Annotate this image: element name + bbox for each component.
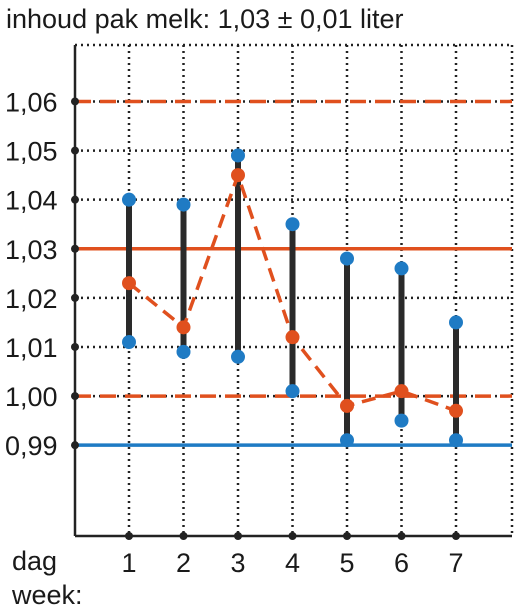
x-tick-mark [343, 532, 351, 540]
x-tick-label: 2 [176, 548, 191, 578]
x-tick-label: 1 [121, 548, 136, 578]
x-tick-mark [452, 532, 460, 540]
y-tick-label: 1,06 [5, 87, 58, 117]
y-tick-mark [71, 97, 79, 106]
x-tick-mark [288, 532, 297, 540]
y-tick-label: 1,03 [5, 235, 58, 265]
mean-point [394, 384, 409, 399]
x-axis-label-dag: dag [12, 546, 57, 576]
x-tick-label: 3 [230, 548, 245, 578]
min-point [176, 344, 191, 359]
min-point [122, 335, 136, 350]
x-tick-mark [234, 532, 242, 540]
min-point [394, 413, 409, 428]
y-tick-mark [71, 342, 79, 351]
min-point [231, 349, 245, 364]
x-tick-label: 5 [339, 548, 354, 578]
max-point [122, 192, 136, 207]
y-tick-mark [71, 244, 79, 253]
y-tick-mark [71, 441, 79, 450]
x-tick-mark [397, 532, 406, 540]
y-tick-mark [71, 392, 79, 401]
x-axis-label-week: week: [11, 580, 83, 610]
x-tick-label: 4 [285, 548, 300, 578]
mean-point [285, 330, 300, 345]
y-tick-label: 1,05 [5, 137, 58, 167]
x-tick-mark [179, 532, 188, 540]
max-point [176, 197, 191, 212]
y-tick-label: 1,00 [5, 382, 58, 412]
plot-area: 0,99 1,00 1,01 1,02 1,03 1,04 1,05 1,06 1 2 3 4 5 6 7 [5, 43, 514, 578]
y-tick-label: 1,04 [5, 186, 58, 216]
max-point [340, 251, 354, 266]
max-point [231, 148, 245, 163]
x-tick-label: 7 [448, 548, 463, 578]
max-point [285, 217, 300, 232]
y-tick-mark [71, 293, 79, 302]
min-point [285, 384, 300, 399]
mean-point [122, 276, 136, 291]
max-point [394, 261, 409, 276]
max-point [449, 315, 463, 330]
mean-point [449, 403, 463, 418]
y-tick-label: 0,99 [5, 431, 58, 461]
y-tick-mark [71, 195, 79, 204]
y-tick-label: 1,02 [5, 284, 58, 314]
y-tick-label: 1,01 [5, 333, 58, 363]
x-tick-label: 6 [394, 548, 409, 578]
x-tick-mark [125, 532, 133, 540]
y-tick-mark [71, 146, 79, 155]
mean-point [340, 398, 354, 413]
min-point [449, 433, 463, 448]
mean-point [176, 320, 191, 335]
mean-point [231, 168, 245, 183]
chart-title: inhoud pak melk: 1,03 ± 0,01 liter [6, 4, 404, 34]
min-point [340, 433, 354, 448]
